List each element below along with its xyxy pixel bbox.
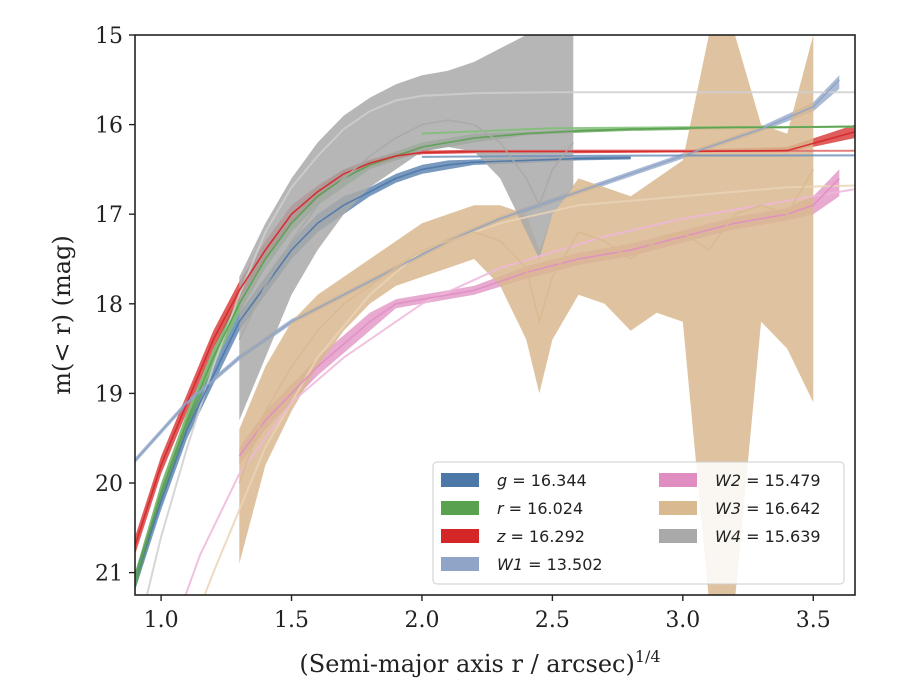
band-w3 <box>239 35 814 595</box>
legend-symbol: W3 <box>715 499 741 518</box>
legend-value: = 16.292 <box>505 527 585 546</box>
legend-value: = 15.639 <box>741 527 821 546</box>
series-line-w4 <box>238 119 574 340</box>
x-tick-label: 2.5 <box>535 608 570 633</box>
series-line-w3 <box>238 168 814 484</box>
legend-swatch-g <box>441 473 479 487</box>
model-curve-g <box>421 154 855 158</box>
x-tick-label: 2.0 <box>404 608 439 633</box>
legend-symbol: r <box>497 499 505 518</box>
x-axis-label-superscript: 1/4 <box>635 647 661 666</box>
x-axis-label: (Semi-major axis r / arcsec)1/4 <box>299 647 660 678</box>
legend-value: = 16.642 <box>741 499 821 518</box>
legend-value: = 16.344 <box>507 471 587 490</box>
y-tick-label: 16 <box>95 114 123 139</box>
legend-label-w1: W1 = 13.502 <box>497 555 603 574</box>
legend-label-w2: W2 = 15.479 <box>715 471 821 490</box>
legend: g = 16.344 W2 = 15.479 r = 16.024 W3 = 16.6… <box>432 461 845 585</box>
legend-value: = 16.024 <box>504 499 584 518</box>
y-tick-label: 17 <box>95 203 123 228</box>
series-line-r <box>135 125 855 582</box>
x-tick-label: 1.5 <box>274 608 309 633</box>
legend-label-w4: W4 = 15.639 <box>715 527 821 546</box>
y-tick-label: 18 <box>95 293 123 318</box>
legend-value: = 13.502 <box>523 555 603 574</box>
y-tick-label: 15 <box>95 24 123 49</box>
y-axis-ticks: 15 16 17 18 19 20 21 <box>95 24 135 587</box>
legend-swatch-w4 <box>659 529 697 543</box>
legend-value: = 15.479 <box>741 471 821 490</box>
y-tick-label: 19 <box>95 382 123 407</box>
x-tick-label: 1.0 <box>144 608 179 633</box>
legend-symbol: W1 <box>497 555 523 574</box>
legend-symbol: g <box>497 471 507 490</box>
legend-symbol: W2 <box>715 471 741 490</box>
legend-swatch-z <box>441 529 479 543</box>
legend-swatch-w3 <box>659 501 697 515</box>
y-axis-label: m(< r) (mag) <box>48 235 76 394</box>
model-curve-w2 <box>184 188 855 595</box>
legend-swatch-r <box>441 501 479 515</box>
legend-frame <box>432 461 845 585</box>
series-line-w2 <box>238 177 840 457</box>
legend-label-g: g = 16.344 <box>497 471 587 490</box>
series-line-z <box>135 131 855 546</box>
legend-label-z: z = 16.292 <box>496 527 585 546</box>
y-tick-label: 21 <box>95 562 123 587</box>
series-line-w1 <box>135 79 840 462</box>
legend-symbol: z <box>496 527 506 546</box>
x-tick-label: 3.5 <box>796 608 831 633</box>
plot-area <box>135 35 855 595</box>
x-axis-ticks: 1.0 1.5 2.0 2.5 3.0 3.5 <box>144 595 831 633</box>
x-axis-label-main: (Semi-major axis r / arcsec) <box>299 650 634 678</box>
legend-symbol: W4 <box>715 527 741 546</box>
legend-label-w3: W3 = 16.642 <box>715 499 821 518</box>
series-line-g <box>135 157 631 582</box>
x-tick-label: 3.0 <box>665 608 700 633</box>
y-tick-label: 20 <box>95 472 123 497</box>
legend-label-r: r = 16.024 <box>497 499 583 518</box>
plot-frame <box>134 34 856 596</box>
legend-swatch-w2 <box>659 473 697 487</box>
series-lines <box>135 79 855 582</box>
legend-swatch-w1 <box>441 557 479 571</box>
